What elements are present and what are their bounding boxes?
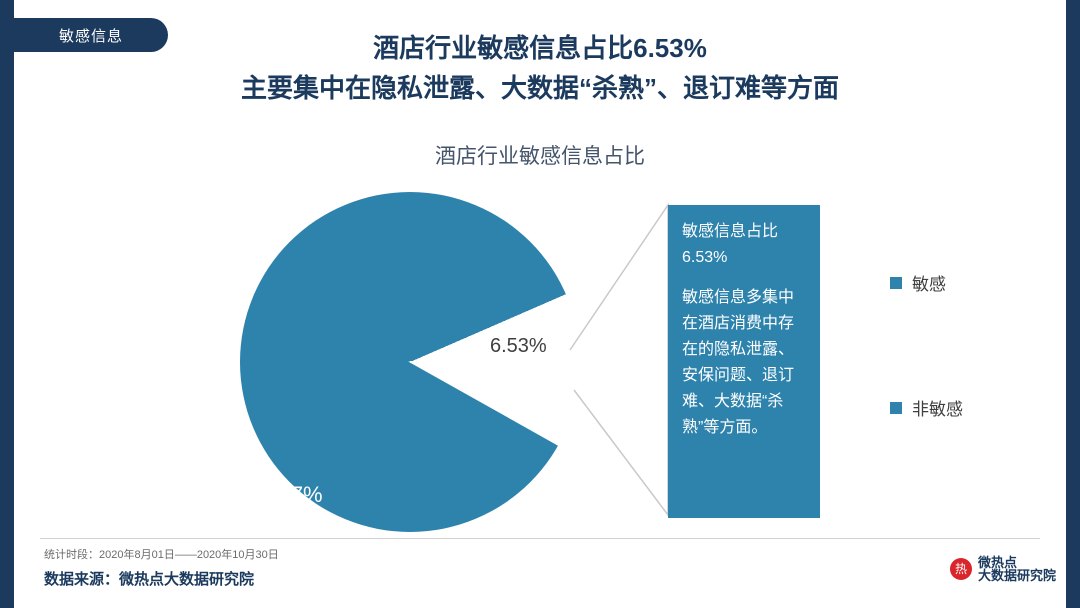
weibo-flame-icon: 热: [949, 558, 972, 580]
pie-slice-divider: [408, 361, 580, 447]
left-edge-bar: [0, 0, 14, 608]
chart-legend: 敏感 非敏感: [890, 270, 1040, 520]
legend-label: 敏感: [912, 275, 946, 294]
legend-item-sensitive: 敏感: [890, 270, 1040, 295]
pie-chart: 93.47%: [240, 192, 580, 532]
brand-mark-text: 热: [954, 562, 967, 576]
headline-line-1: 酒店行业敏感信息占比6.53%: [373, 33, 707, 63]
headline-line-2: 主要集中在隐私泄露、大数据“杀熟”、退订难等方面: [240, 73, 839, 103]
section-tag-label: 敏感信息: [58, 27, 123, 45]
legend-swatch-icon: [890, 401, 902, 414]
legend-item-non-sensitive: 非敏感: [890, 395, 1040, 420]
data-source: 数据来源：微热点大数据研究院: [44, 571, 255, 588]
callout-paragraph-2: 敏感信息多集中在酒店消费中存在的隐私泄露、安保问题、退订难、大数据“杀熟”等方面…: [682, 289, 795, 436]
callout-box: 敏感信息占比6.53% 敏感信息多集中在酒店消费中存在的隐私泄露、安保问题、退订…: [668, 205, 820, 518]
footer-divider: [40, 538, 1040, 539]
chart-subtitle: 酒店行业敏感信息占比: [435, 145, 645, 168]
brand-text: 微热点 大数据研究院: [978, 556, 1056, 582]
brand-subname: 大数据研究院: [977, 568, 1056, 583]
right-edge-bar: [1066, 0, 1080, 608]
section-tag: 敏感信息: [14, 18, 168, 52]
pie-label-major: 93.47%: [248, 482, 323, 507]
pie-label-minor: 6.53%: [490, 335, 547, 357]
legend-label: 非敏感: [912, 400, 963, 419]
brand-logo-group: 热 微热点 大数据研究院: [949, 556, 1056, 582]
page-title: 酒店行业敏感信息占比6.53% 主要集中在隐私泄露、大数据“杀熟”、退订难等方面: [120, 28, 960, 108]
legend-swatch-icon: [890, 276, 902, 289]
statistic-period: 统计时段：2020年8月01日——2020年10月30日: [44, 549, 279, 561]
brand-name: 微热点: [977, 555, 1017, 570]
callout-paragraph-1: 敏感信息占比6.53%: [682, 223, 779, 266]
